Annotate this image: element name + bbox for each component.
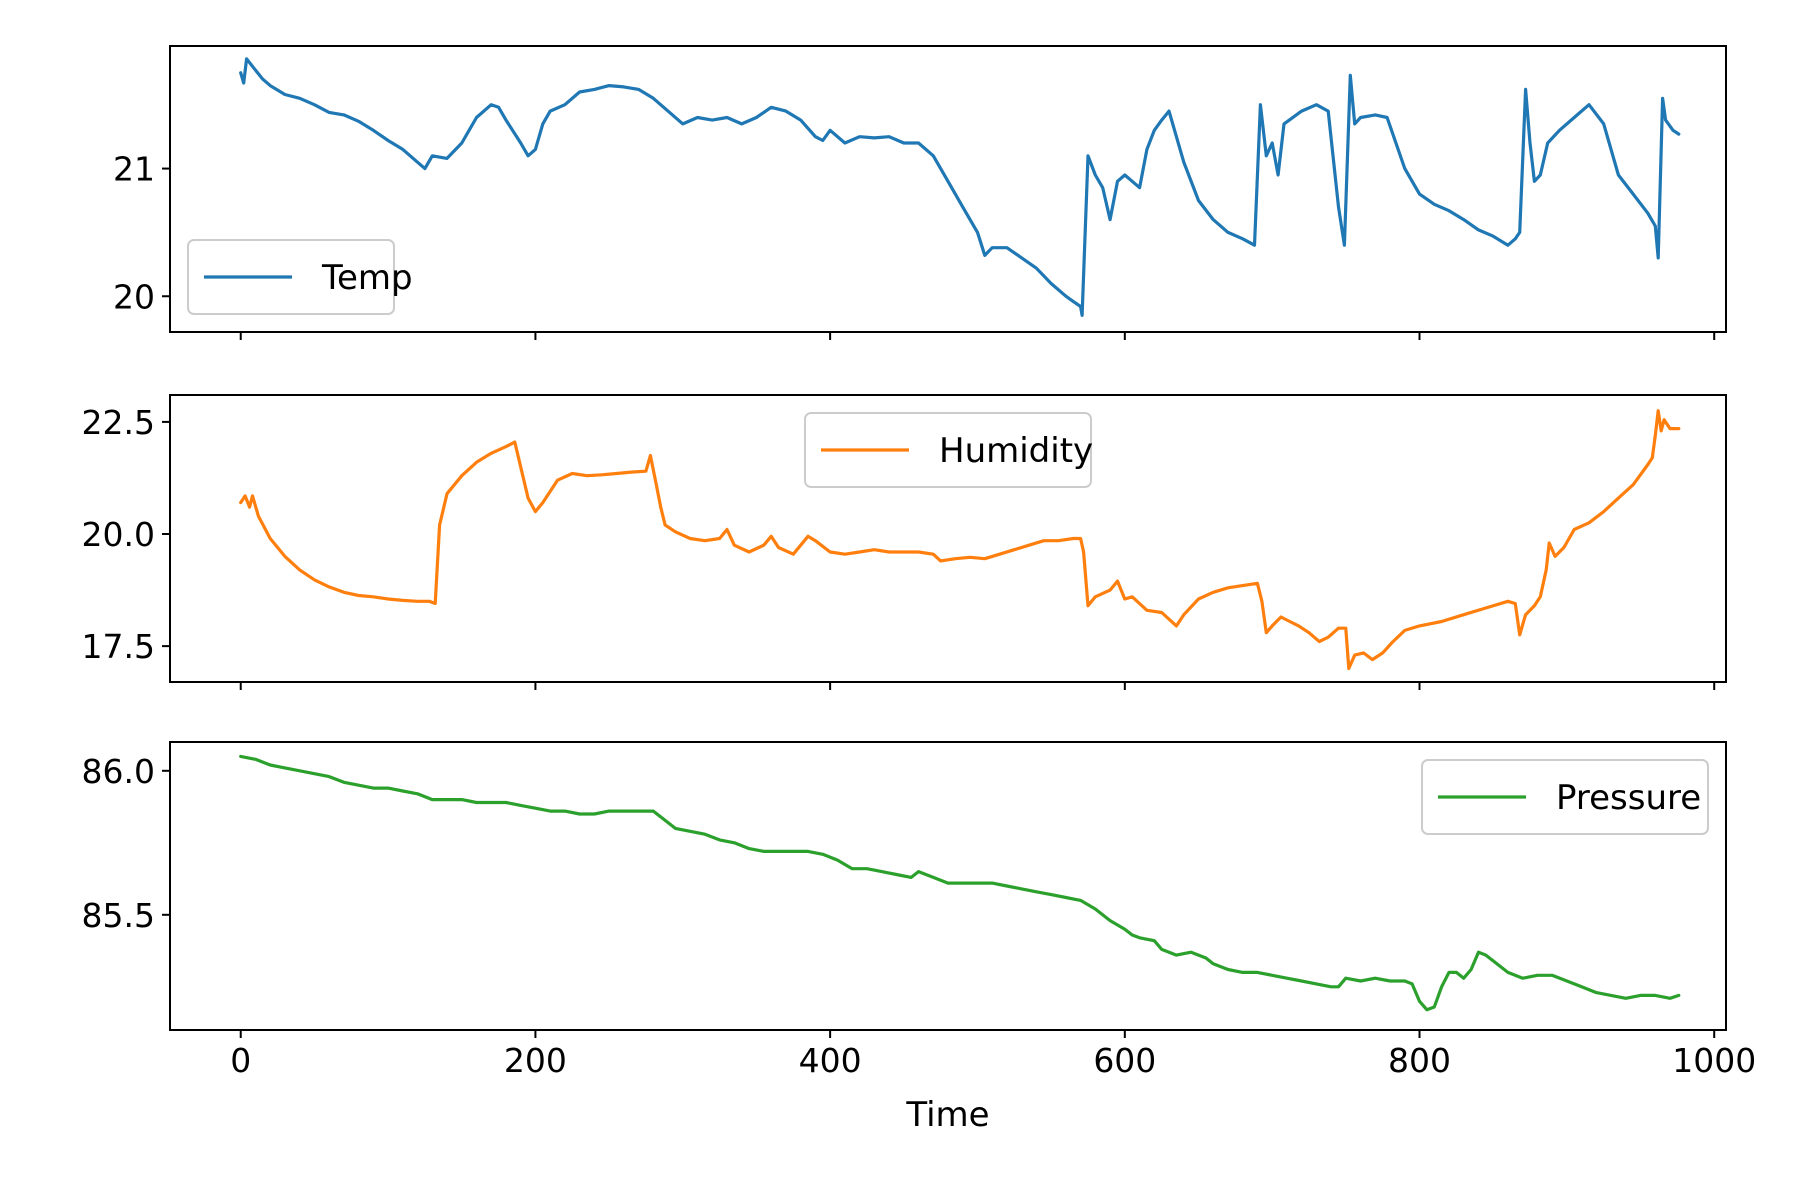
series-line-humidity (239, 409, 1681, 671)
series-line-pressure (239, 754, 1681, 1012)
y-tick-label: 20 (113, 277, 155, 316)
legend: Pressure (1421, 759, 1709, 835)
legend-box (1421, 759, 1709, 835)
legend: Humidity (804, 412, 1093, 488)
series-line-temp (239, 57, 1681, 317)
legend-label: Pressure (1556, 778, 1701, 818)
x-tick-label: 1000 (1672, 1041, 1756, 1080)
y-tick-label: 20.0 (82, 515, 155, 554)
y-tick-label: 21 (113, 150, 155, 189)
x-tick-label: 200 (504, 1041, 567, 1080)
y-tick-label: 85.5 (82, 896, 155, 935)
legend-label: Humidity (939, 431, 1093, 471)
chart-panel-1: 20 21 Temp (113, 45, 1727, 340)
x-axis-label: Time (905, 1095, 989, 1135)
x-tick-label: 800 (1388, 1041, 1451, 1080)
x-tick-label: 0 (230, 1041, 251, 1080)
x-tick-label: 600 (1093, 1041, 1156, 1080)
x-tick-label: 400 (799, 1041, 862, 1080)
y-tick-label: 86.0 (82, 752, 155, 791)
legend-label: Temp (321, 258, 413, 298)
chart-panel-3: 0 200 400 600 800 1000 85.5 86.0 Time Pressure (82, 741, 1756, 1135)
y-tick-label: 22.5 (82, 403, 155, 442)
axes-frame (169, 45, 1727, 333)
legend-box (804, 412, 1092, 488)
legend: Temp (187, 239, 413, 315)
chart-panel-2: 17.5 20.0 22.5 Humidity (82, 394, 1727, 690)
y-tick-label: 17.5 (82, 627, 155, 666)
axes-frame (169, 394, 1727, 683)
axes-frame (169, 741, 1727, 1031)
